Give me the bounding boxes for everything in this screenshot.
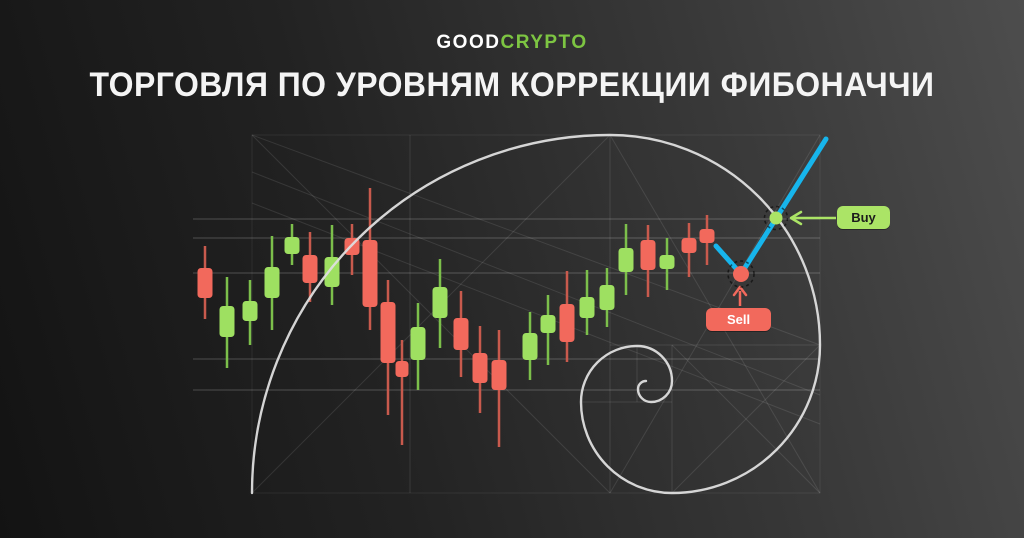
buy-arrowhead-icon — [789, 210, 803, 226]
candle-down — [453, 318, 469, 350]
logo-crypto: CRYPTO — [500, 32, 588, 53]
candle-up — [242, 301, 258, 321]
candle-up — [432, 287, 448, 318]
candle-up — [410, 327, 426, 360]
construction-line — [251, 134, 611, 494]
candle-down — [559, 304, 575, 342]
sell-point-dot — [733, 266, 749, 282]
candle-up — [599, 285, 615, 310]
golden-spiral — [250, 133, 822, 495]
sell-dot-ring — [727, 260, 755, 288]
candle-up — [659, 255, 675, 269]
candle-down — [681, 238, 697, 253]
candle-down — [395, 361, 409, 377]
construction-line — [251, 171, 821, 396]
candle-down — [699, 229, 715, 243]
buy-badge: Buy — [837, 206, 890, 229]
construction-line — [671, 344, 821, 494]
sell-badge: Sell — [706, 308, 771, 331]
buy-dot-ring — [763, 205, 789, 231]
sell-arrowhead-icon — [732, 285, 748, 297]
candle-down — [380, 302, 396, 363]
candle-down — [472, 353, 488, 383]
candle-down — [302, 255, 318, 283]
logo: GOODCRYPTO — [0, 32, 1024, 54]
candle-up — [618, 248, 634, 272]
candle-down — [197, 268, 213, 298]
candle-up — [284, 237, 300, 254]
construction-line — [671, 344, 821, 494]
candle-down — [362, 240, 378, 307]
candle-down — [640, 240, 656, 270]
page-title: ТОРГОВЛЯ ПО УРОВНЯМ КОРРЕКЦИИ ФИБОНАЧЧИ — [89, 66, 935, 104]
construction-line — [251, 134, 611, 494]
logo-good: GOOD — [436, 32, 501, 53]
candle-up — [522, 333, 538, 360]
candle-up — [579, 297, 595, 318]
candle-up — [264, 267, 280, 298]
candle-up — [540, 315, 556, 333]
candle-down — [491, 360, 507, 390]
candle-up — [219, 306, 235, 337]
projection-line — [713, 136, 829, 277]
buy-point-dot — [769, 211, 783, 225]
